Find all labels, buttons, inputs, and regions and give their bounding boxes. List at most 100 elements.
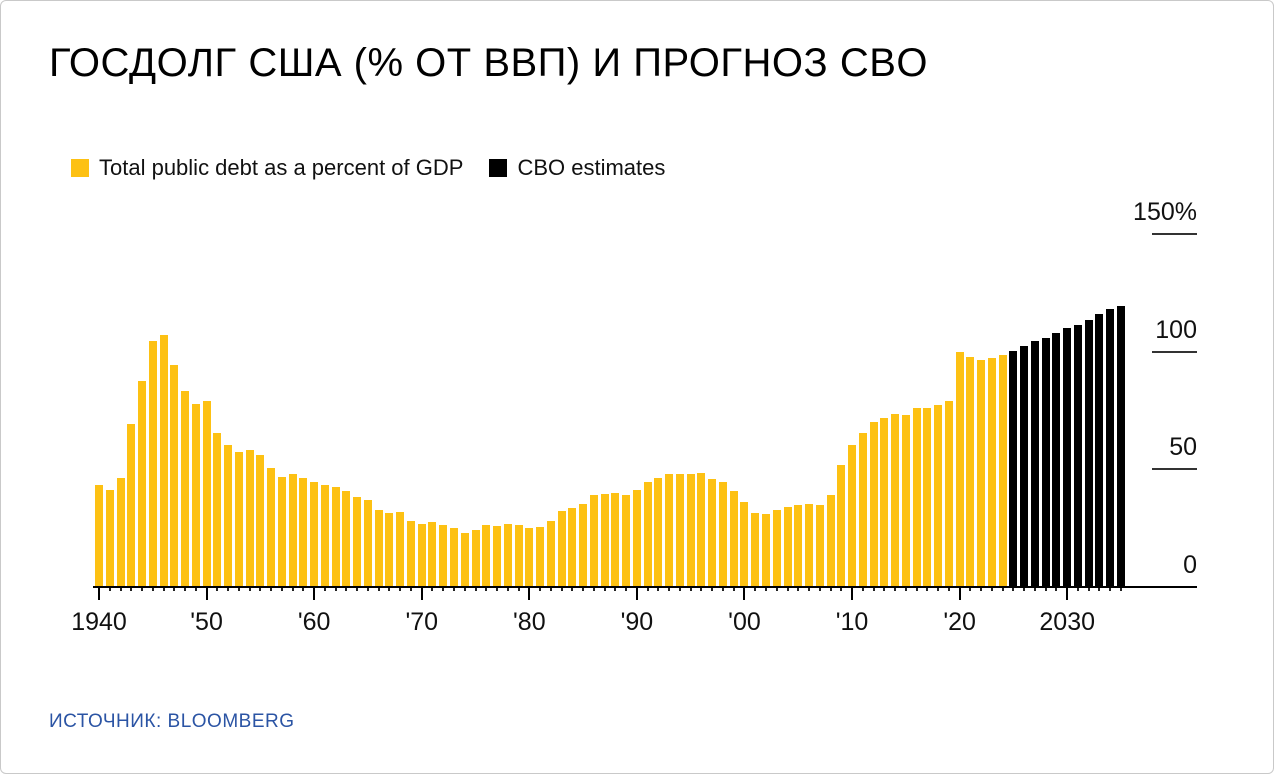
- y-tick-label-0: 0: [1183, 551, 1197, 579]
- bar-1990: [632, 489, 641, 586]
- bar-2030: [1063, 328, 1072, 586]
- bar-1978: [503, 523, 512, 586]
- bar-2009: [837, 464, 846, 586]
- bar-2034: [1106, 309, 1115, 586]
- bar-2013: [880, 417, 889, 586]
- bar-1987: [600, 494, 609, 586]
- bar-2029: [1052, 333, 1061, 586]
- y-tick-dash-50: [1152, 468, 1197, 471]
- bar-1945: [148, 341, 157, 586]
- bar-1965: [363, 500, 372, 586]
- bar-2033: [1095, 314, 1104, 586]
- bar-2007: [815, 504, 824, 586]
- bar-1943: [127, 423, 136, 586]
- x-tick-label-1980: '80: [513, 608, 546, 636]
- bar-1942: [116, 477, 125, 586]
- bar-1972: [439, 524, 448, 586]
- y-tick-label-150: 150%: [1133, 198, 1197, 226]
- bar-1954: [245, 449, 254, 586]
- bar-2005: [794, 504, 803, 586]
- bar-1969: [406, 521, 415, 586]
- bar-1984: [568, 508, 577, 586]
- x-tick-mark-2000: [743, 588, 746, 600]
- bar-1953: [234, 451, 243, 586]
- bar-2024: [998, 355, 1007, 586]
- bar-2025: [1009, 350, 1018, 586]
- bar-2015: [901, 415, 910, 586]
- bar-1958: [288, 474, 297, 586]
- x-tick-mark-2010: [851, 588, 854, 600]
- bar-2021: [966, 356, 975, 586]
- bar-2020: [955, 351, 964, 586]
- bar-1983: [557, 510, 566, 586]
- y-tick-label-50: 50: [1169, 433, 1197, 462]
- bar-2022: [977, 360, 986, 586]
- bar-1988: [611, 493, 620, 586]
- bar-2004: [783, 507, 792, 586]
- bar-2001: [751, 513, 760, 586]
- bar-1998: [718, 482, 727, 586]
- legend-item-debt: Total public debt as a percent of GDP: [71, 155, 463, 181]
- bar-2019: [944, 401, 953, 586]
- bar-2032: [1084, 320, 1093, 586]
- bar-1944: [138, 381, 147, 586]
- x-tick-label-1960: '60: [297, 608, 331, 636]
- x-tick-label-1950: '50: [190, 608, 223, 636]
- bar-1980: [525, 528, 534, 586]
- x-tick-label-2000: '00: [728, 608, 761, 636]
- bar-1966: [374, 509, 383, 586]
- bar-1991: [643, 482, 652, 586]
- bar-1970: [417, 523, 426, 586]
- legend-item-cbo: CBO estimates: [489, 155, 665, 181]
- x-tick-mark-1940: [98, 588, 100, 600]
- bar-2027: [1030, 341, 1039, 586]
- x-tick-label-2020: '20: [943, 608, 976, 636]
- cbo-swatch-icon: [489, 159, 508, 177]
- bar-1997: [708, 478, 717, 586]
- bar-2026: [1020, 345, 1029, 586]
- bar-2010: [848, 444, 857, 586]
- bar-1962: [331, 487, 340, 586]
- bar-1967: [385, 513, 394, 586]
- bar-1999: [729, 490, 738, 586]
- bar-1949: [191, 403, 200, 586]
- bar-1981: [536, 527, 545, 586]
- bar-1959: [299, 477, 308, 586]
- bar-1989: [622, 495, 631, 586]
- x-tick-label-2010: '10: [835, 608, 869, 636]
- x-tick-label-1940: 1940: [71, 608, 127, 636]
- bar-1986: [589, 495, 598, 586]
- x-tick-mark-1950: [205, 588, 208, 600]
- bar-2012: [869, 422, 878, 586]
- bar-2000: [740, 502, 749, 586]
- x-tick-mark-1990: [635, 588, 638, 600]
- bar-1951: [213, 433, 222, 586]
- x-tick-mark-1980: [528, 588, 531, 600]
- bar-1963: [342, 490, 351, 586]
- bar-1940: [95, 484, 103, 586]
- bar-1995: [686, 474, 695, 586]
- bar-1975: [471, 529, 480, 586]
- bar-1976: [482, 524, 491, 586]
- bar-2011: [858, 433, 867, 586]
- bar-2031: [1073, 324, 1082, 586]
- x-axis-line: [93, 586, 1197, 588]
- bar-1979: [514, 524, 523, 586]
- bar-2014: [891, 414, 900, 586]
- bar-1955: [256, 455, 265, 586]
- bar-1977: [493, 525, 502, 586]
- source-note: ИСТОЧНИК: BLOOMBERG: [49, 711, 295, 732]
- x-tick-label-1970: '70: [405, 608, 439, 636]
- legend-label-cbo: CBO estimates: [517, 155, 666, 180]
- bar-2003: [772, 509, 781, 586]
- bar-1946: [159, 335, 168, 586]
- bar-1948: [181, 390, 190, 586]
- x-tick-mark-1960: [313, 588, 316, 600]
- bar-1985: [579, 503, 588, 586]
- bar-1957: [277, 476, 286, 586]
- y-tick-label-100: 100: [1155, 315, 1197, 344]
- x-tick-label-2030: 2030: [1039, 608, 1096, 636]
- y-tick-dash-100: [1152, 350, 1197, 353]
